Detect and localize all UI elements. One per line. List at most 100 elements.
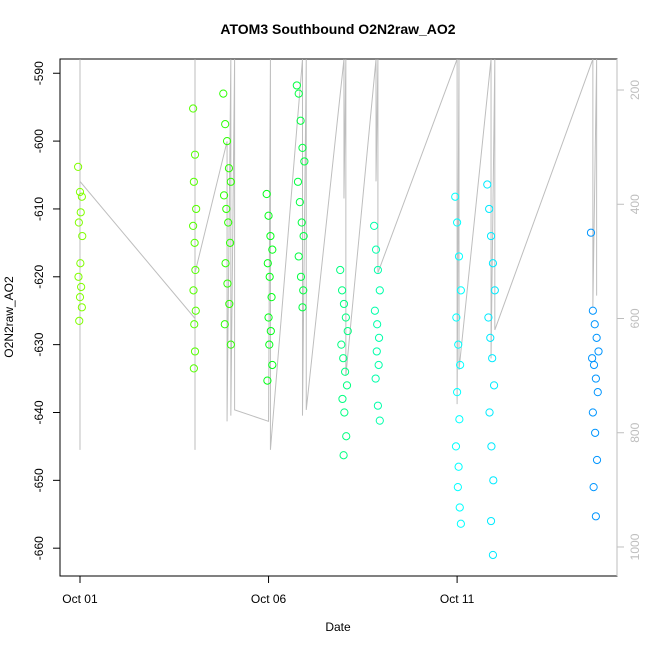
point (189, 221, 198, 231)
point (265, 340, 274, 349)
point (485, 408, 494, 417)
point (456, 519, 465, 528)
point (374, 333, 384, 342)
y-tick-label: -630 (32, 332, 46, 356)
point (263, 376, 272, 385)
point (373, 401, 383, 410)
point (375, 416, 384, 425)
point (298, 303, 307, 312)
point (337, 286, 347, 295)
point (592, 333, 601, 342)
point (75, 293, 85, 302)
point (339, 451, 348, 460)
point (370, 306, 379, 315)
point (342, 432, 351, 441)
point (371, 374, 380, 383)
point (294, 252, 303, 261)
point (336, 265, 345, 275)
point (293, 177, 303, 186)
point (189, 104, 198, 113)
point (591, 374, 600, 383)
point (337, 340, 346, 349)
y-tick-label: -640 (32, 400, 46, 424)
point (589, 360, 599, 370)
chart-title: ATOM3 Southbound O2N2raw_AO2 (220, 21, 455, 37)
point (76, 208, 85, 217)
point (226, 340, 235, 349)
point (220, 320, 229, 329)
point (453, 388, 462, 397)
point (224, 218, 233, 227)
point (486, 231, 496, 241)
point (455, 503, 464, 512)
y2-tick-label: 800 (628, 422, 642, 442)
point (372, 347, 381, 356)
y-tick-label: -660 (32, 536, 46, 560)
point (341, 313, 350, 322)
point (340, 367, 350, 376)
point (296, 116, 305, 125)
plot-area (74, 59, 603, 560)
point (222, 136, 232, 146)
point (371, 245, 381, 254)
point (453, 218, 462, 227)
point (266, 326, 275, 336)
point (373, 265, 383, 275)
y-tick-label: -650 (32, 468, 46, 492)
point (591, 512, 600, 521)
point (267, 293, 276, 302)
point (223, 279, 232, 288)
point (299, 286, 308, 295)
point (490, 286, 499, 295)
point (456, 286, 465, 295)
point (342, 381, 352, 390)
point (485, 204, 494, 214)
point (591, 428, 600, 437)
point (588, 306, 597, 315)
point (299, 231, 308, 241)
point (294, 89, 303, 98)
point (374, 360, 383, 370)
point (219, 191, 229, 200)
point (265, 272, 274, 281)
point (219, 89, 228, 98)
point (190, 238, 199, 247)
point (78, 231, 87, 241)
point (593, 388, 602, 397)
point (77, 282, 86, 292)
point (454, 340, 463, 349)
point (264, 211, 273, 220)
y2-tick-label: 200 (628, 80, 642, 100)
x-tick-label: Oct 06 (251, 592, 287, 606)
point (592, 455, 602, 465)
point (484, 313, 493, 322)
point (189, 286, 198, 295)
point (452, 313, 461, 322)
point (455, 415, 464, 424)
point (451, 192, 460, 201)
point (225, 238, 235, 247)
pressure-line (79, 59, 598, 450)
point (454, 252, 464, 261)
y-tick-label: -600 (32, 129, 46, 153)
point (488, 259, 498, 268)
point (77, 192, 86, 201)
y-tick-label: -590 (32, 61, 46, 85)
point (189, 177, 198, 186)
point (192, 204, 201, 214)
point (483, 180, 492, 189)
point (338, 394, 347, 404)
point (75, 187, 85, 197)
point (340, 408, 349, 417)
point (77, 303, 86, 312)
point (190, 150, 200, 159)
x-axis-label: Date (325, 620, 351, 634)
point (296, 272, 306, 281)
point (268, 245, 277, 254)
point (300, 157, 309, 166)
y2-tick-label: 400 (628, 194, 642, 214)
point (454, 462, 463, 471)
point (262, 189, 271, 199)
x-tick-label: Oct 01 (62, 592, 98, 606)
